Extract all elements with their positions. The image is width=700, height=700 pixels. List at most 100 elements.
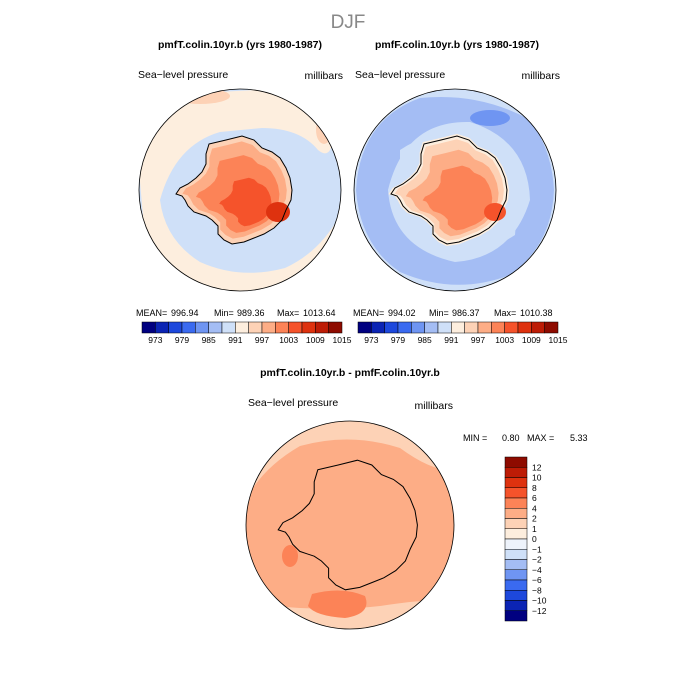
panel-diff-min-value: 0.80 [502,433,520,443]
colorbar-diff-tick-label: 12 [532,462,542,472]
panel-right-variable: Sea−level pressure [355,69,445,81]
panel-diff-title: pmfT.colin.10yr.b - pmfF.colin.10yr.b [260,367,440,379]
colorbar-right-swatch [517,321,532,334]
panel-left-max-value: 1013.64 [303,308,336,318]
colorbar-left-tick-label: 985 [202,335,216,345]
panel-diff-max-value: 5.33 [570,433,588,443]
colorbar-left-swatch [141,321,156,334]
colorbar-left-tick-label: 973 [148,335,162,345]
colorbar-right-swatch [384,321,399,334]
colorbar-left-tick-label: 979 [175,335,189,345]
colorbar-left-tick-label: 991 [228,335,242,345]
colorbar-diff-swatch [504,528,528,540]
panel-right-colorbar: 973 979 985 991 997 1003 1009 1015 [357,321,568,345]
panel-left-stats: MEAN= 996.94 Min= 989.36 Max= 1013.64 [136,308,336,318]
colorbar-right-swatch [491,321,505,334]
colorbar-left-swatch [235,321,249,334]
colorbar-right-tick-label: 991 [444,335,458,345]
colorbar-diff-swatch [504,610,528,622]
colorbar-diff-swatch [504,579,528,591]
colorbar-diff-tick-label: 8 [532,483,537,493]
panel-right-min-label: Min= [429,308,449,318]
panel-left-title: pmfT.colin.10yr.b (yrs 1980-1987) [158,39,322,51]
panel-left-min-value: 989.36 [237,308,265,318]
colorbar-left-swatch [275,321,289,334]
colorbar-diff-tick-label: −2 [532,555,542,565]
colorbar-left-swatch [301,321,316,334]
colorbar-diff-swatch [504,549,528,560]
map-right [354,89,556,291]
panel-right-mean-value: 994.02 [388,308,416,318]
map-left [139,89,341,291]
colorbar-right-swatch [411,321,425,334]
colorbar-diff-tick-label: 6 [532,493,537,503]
colorbar-right-tick-label: 985 [418,335,432,345]
colorbar-left-swatch [221,321,236,334]
colorbar-right-swatch [437,321,452,334]
colorbar-right-tick-label: 973 [364,335,378,345]
colorbar-diff-tick-label: 10 [532,473,542,483]
colorbar-diff-swatch [504,590,528,601]
panel-left-mean-label: MEAN= [136,308,167,318]
panel-diff-units: millibars [414,400,453,412]
colorbar-diff-tick-label: 1 [532,524,537,534]
panel-right-stats: MEAN= 994.02 Min= 986.37 Max= 1010.38 [353,308,553,318]
panel-left: pmfT.colin.10yr.b (yrs 1980-1987) Sea−le… [136,39,352,345]
panel-right: pmfF.colin.10yr.b (yrs 1980-1987) Sea−le… [353,39,568,345]
colorbar-right-swatch [477,321,492,334]
colorbar-diff-swatch [504,600,528,611]
panel-right-units: millibars [521,70,560,82]
colorbar-diff-tick-label: −8 [532,585,542,595]
colorbar-diff-swatch [504,467,528,478]
panel-left-colorbar: 973 979 985 991 997 1003 1009 1015 [141,321,352,345]
colorbar-left-swatch [261,321,276,334]
panel-diff-min-label: MIN = [463,433,487,443]
panel-diff-variable: Sea−level pressure [248,397,338,409]
colorbar-left-swatch [315,321,329,334]
colorbar-left-swatch [288,321,303,334]
colorbar-right-swatch [424,321,439,334]
season-title: DJF [331,12,366,33]
colorbar-left-swatch [208,321,223,334]
colorbar-right-tick-label: 1003 [495,335,514,345]
colorbar-left-tick-label: 1003 [279,335,298,345]
colorbar-diff-swatch [504,518,528,529]
colorbar-diff-tick-label: −4 [532,565,542,575]
colorbar-diff-swatch [504,477,528,488]
colorbar-diff-swatch [504,497,528,509]
panel-right-max-value: 1010.38 [520,308,553,318]
colorbar-diff-tick-label: 4 [532,503,537,513]
colorbar-right-tick-label: 1009 [522,335,541,345]
panel-left-mean-value: 996.94 [171,308,199,318]
colorbar-diff-tick-label: −10 [532,596,547,606]
colorbar-right-tick-label: 979 [391,335,405,345]
colorbar-right-tick-label: 1015 [549,335,568,345]
colorbar-diff-swatch [504,538,528,550]
panel-left-min-label: Min= [214,308,234,318]
colorbar-diff-swatch [504,456,528,468]
colorbar-diff-tick-label: −1 [532,544,542,554]
colorbar-left-tick-label: 1015 [333,335,352,345]
panel-diff-max-label: MAX = [527,433,554,443]
panel-right-title: pmfF.colin.10yr.b (yrs 1980-1987) [375,39,539,51]
colorbar-right-swatch [544,321,559,334]
colorbar-right-swatch [451,321,465,334]
panel-left-variable: Sea−level pressure [138,69,228,81]
colorbar-left-swatch [155,321,169,334]
colorbar-right-swatch [464,321,479,334]
colorbar-diff-swatch [504,508,528,519]
colorbar-diff-tick-label: 2 [532,514,537,524]
panel-diff-stats: MIN = 0.80 MAX = 5.33 [463,433,588,443]
colorbar-diff-swatch [504,559,528,570]
colorbar-left-tick-label: 997 [255,335,269,345]
colorbar-left-swatch [195,321,209,334]
colorbar-right-swatch [371,321,385,334]
panel-left-units: millibars [304,70,343,82]
colorbar-left-tick-label: 1009 [306,335,325,345]
panel-right-mean-label: MEAN= [353,308,384,318]
colorbar-right-swatch [397,321,412,334]
colorbar-left-swatch [168,321,183,334]
panel-right-min-value: 986.37 [452,308,480,318]
